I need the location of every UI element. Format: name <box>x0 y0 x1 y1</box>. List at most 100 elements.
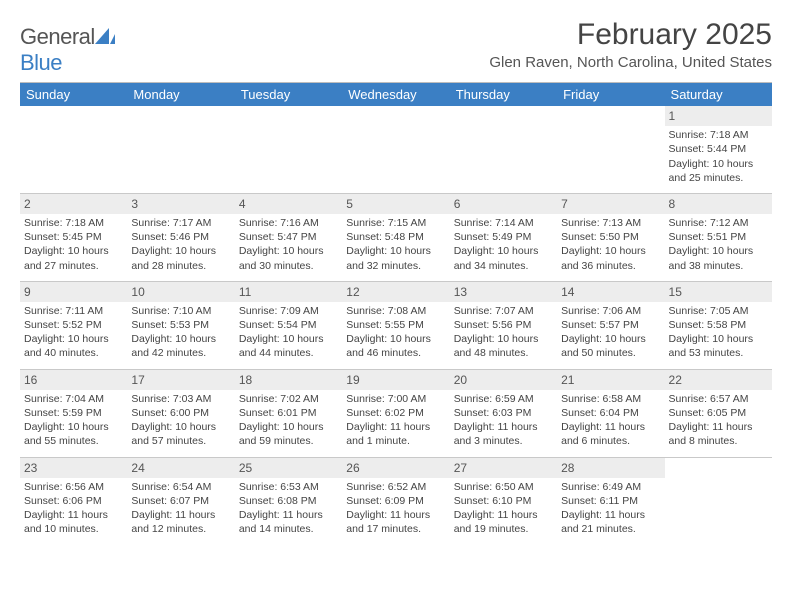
sunrise-text: Sunrise: 7:13 AM <box>561 216 660 230</box>
sunrise-text: Sunrise: 6:57 AM <box>669 392 768 406</box>
day-number: 6 <box>450 194 557 214</box>
calendar-cell: 25 Sunrise: 6:53 AMSunset: 6:08 PMDayligh… <box>235 457 342 544</box>
calendar-cell <box>235 106 342 193</box>
sunset-text: Sunset: 5:45 PM <box>24 230 123 244</box>
sunset-text: Sunset: 5:53 PM <box>131 318 230 332</box>
sunset-text: Sunset: 6:08 PM <box>239 494 338 508</box>
sunrise-text: Sunrise: 7:18 AM <box>24 216 123 230</box>
day-number: 28 <box>557 458 664 478</box>
sunset-text: Sunset: 5:58 PM <box>669 318 768 332</box>
day-header: Sunday <box>20 83 127 106</box>
logo-text: General Blue <box>20 24 115 76</box>
day-number: 21 <box>557 370 664 390</box>
calendar-cell: 7Sunrise: 7:13 AMSunset: 5:50 PMDaylight… <box>557 193 664 281</box>
calendar-cell <box>450 106 557 193</box>
daylight-text: Daylight: 10 hours and 42 minutes. <box>131 332 230 360</box>
sunrise-text: Sunrise: 6:56 AM <box>24 480 123 494</box>
sunset-text: Sunset: 5:51 PM <box>669 230 768 244</box>
calendar-cell: 18Sunrise: 7:02 AMSunset: 6:01 PMDayligh… <box>235 369 342 457</box>
daylight-text: Daylight: 10 hours and 28 minutes. <box>131 244 230 272</box>
calendar-row: 16Sunrise: 7:04 AMSunset: 5:59 PMDayligh… <box>20 369 772 457</box>
calendar-cell <box>20 106 127 193</box>
day-number: 5 <box>342 194 449 214</box>
calendar-cell: 13Sunrise: 7:07 AMSunset: 5:56 PMDayligh… <box>450 281 557 369</box>
sunrise-text: Sunrise: 6:59 AM <box>454 392 553 406</box>
day-number: 22 <box>665 370 772 390</box>
location: Glen Raven, North Carolina, United State… <box>489 54 772 71</box>
day-header: Saturday <box>665 83 772 106</box>
day-number: 25 <box>235 458 342 478</box>
calendar-cell: 23Sunrise: 6:56 AMSunset: 6:06 PMDayligh… <box>20 457 127 544</box>
calendar-cell <box>665 457 772 544</box>
sunrise-text: Sunrise: 7:11 AM <box>24 304 123 318</box>
calendar-cell: 24Sunrise: 6:54 AMSunset: 6:07 PMDayligh… <box>127 457 234 544</box>
sunrise-text: Sunrise: 7:07 AM <box>454 304 553 318</box>
day-number: 19 <box>342 370 449 390</box>
daylight-text: Daylight: 10 hours and 30 minutes. <box>239 244 338 272</box>
day-number: 9 <box>20 282 127 302</box>
calendar-cell <box>342 106 449 193</box>
calendar-cell: 4Sunrise: 7:16 AMSunset: 5:47 PMDaylight… <box>235 193 342 281</box>
sunrise-text: Sunrise: 6:58 AM <box>561 392 660 406</box>
calendar-head: SundayMondayTuesdayWednesdayThursdayFrid… <box>20 83 772 106</box>
daylight-text: Daylight: 10 hours and 27 minutes. <box>24 244 123 272</box>
calendar-cell: 2Sunrise: 7:18 AMSunset: 5:45 PMDaylight… <box>20 193 127 281</box>
calendar-row: 2Sunrise: 7:18 AMSunset: 5:45 PMDaylight… <box>20 193 772 281</box>
sunset-text: Sunset: 6:11 PM <box>561 494 660 508</box>
calendar-row: 1Sunrise: 7:18 AMSunset: 5:44 PMDaylight… <box>20 106 772 193</box>
daylight-text: Daylight: 10 hours and 57 minutes. <box>131 420 230 448</box>
month-title: February 2025 <box>489 18 772 52</box>
daylight-text: Daylight: 10 hours and 53 minutes. <box>669 332 768 360</box>
sunset-text: Sunset: 6:05 PM <box>669 406 768 420</box>
calendar-page: General Blue February 2025 Glen Raven, N… <box>0 0 792 612</box>
sunset-text: Sunset: 5:47 PM <box>239 230 338 244</box>
sunrise-text: Sunrise: 6:53 AM <box>239 480 338 494</box>
daylight-text: Daylight: 11 hours and 6 minutes. <box>561 420 660 448</box>
day-number: 15 <box>665 282 772 302</box>
sunrise-text: Sunrise: 7:17 AM <box>131 216 230 230</box>
calendar-cell: 17Sunrise: 7:03 AMSunset: 6:00 PMDayligh… <box>127 369 234 457</box>
sunrise-text: Sunrise: 7:12 AM <box>669 216 768 230</box>
daylight-text: Daylight: 10 hours and 40 minutes. <box>24 332 123 360</box>
day-number: 12 <box>342 282 449 302</box>
calendar-cell: 9Sunrise: 7:11 AMSunset: 5:52 PMDaylight… <box>20 281 127 369</box>
sunset-text: Sunset: 5:57 PM <box>561 318 660 332</box>
sunset-text: Sunset: 6:09 PM <box>346 494 445 508</box>
calendar-cell: 21Sunrise: 6:58 AMSunset: 6:04 PMDayligh… <box>557 369 664 457</box>
sunrise-text: Sunrise: 6:50 AM <box>454 480 553 494</box>
day-number: 13 <box>450 282 557 302</box>
calendar-cell: 27Sunrise: 6:50 AMSunset: 6:10 PMDayligh… <box>450 457 557 544</box>
daylight-text: Daylight: 11 hours and 21 minutes. <box>561 508 660 536</box>
calendar-cell: 3Sunrise: 7:17 AMSunset: 5:46 PMDaylight… <box>127 193 234 281</box>
sunrise-text: Sunrise: 7:02 AM <box>239 392 338 406</box>
calendar-cell: 26Sunrise: 6:52 AMSunset: 6:09 PMDayligh… <box>342 457 449 544</box>
daylight-text: Daylight: 11 hours and 14 minutes. <box>239 508 338 536</box>
calendar-cell: 1Sunrise: 7:18 AMSunset: 5:44 PMDaylight… <box>665 106 772 193</box>
logo-word2: Blue <box>20 50 62 75</box>
daylight-text: Daylight: 10 hours and 38 minutes. <box>669 244 768 272</box>
calendar-cell: 5Sunrise: 7:15 AMSunset: 5:48 PMDaylight… <box>342 193 449 281</box>
sunset-text: Sunset: 5:50 PM <box>561 230 660 244</box>
day-number: 14 <box>557 282 664 302</box>
daylight-text: Daylight: 10 hours and 48 minutes. <box>454 332 553 360</box>
calendar-cell: 14Sunrise: 7:06 AMSunset: 5:57 PMDayligh… <box>557 281 664 369</box>
day-number: 27 <box>450 458 557 478</box>
day-header: Thursday <box>450 83 557 106</box>
calendar-cell: 11Sunrise: 7:09 AMSunset: 5:54 PMDayligh… <box>235 281 342 369</box>
header: General Blue February 2025 Glen Raven, N… <box>20 18 772 76</box>
calendar-cell: 15Sunrise: 7:05 AMSunset: 5:58 PMDayligh… <box>665 281 772 369</box>
calendar-row: 23Sunrise: 6:56 AMSunset: 6:06 PMDayligh… <box>20 457 772 544</box>
sunset-text: Sunset: 5:48 PM <box>346 230 445 244</box>
day-number: 16 <box>20 370 127 390</box>
sunrise-text: Sunrise: 7:09 AM <box>239 304 338 318</box>
sunrise-text: Sunrise: 6:52 AM <box>346 480 445 494</box>
calendar-cell: 22 Sunrise: 6:57 AMSunset: 6:05 PMDayligh… <box>665 369 772 457</box>
sunset-text: Sunset: 6:00 PM <box>131 406 230 420</box>
daylight-text: Daylight: 11 hours and 17 minutes. <box>346 508 445 536</box>
calendar-cell <box>127 106 234 193</box>
day-number: 20 <box>450 370 557 390</box>
daylight-text: Daylight: 11 hours and 8 minutes. <box>669 420 768 448</box>
day-number: 3 <box>127 194 234 214</box>
day-header: Monday <box>127 83 234 106</box>
calendar-cell: 12Sunrise: 7:08 AMSunset: 5:55 PMDayligh… <box>342 281 449 369</box>
